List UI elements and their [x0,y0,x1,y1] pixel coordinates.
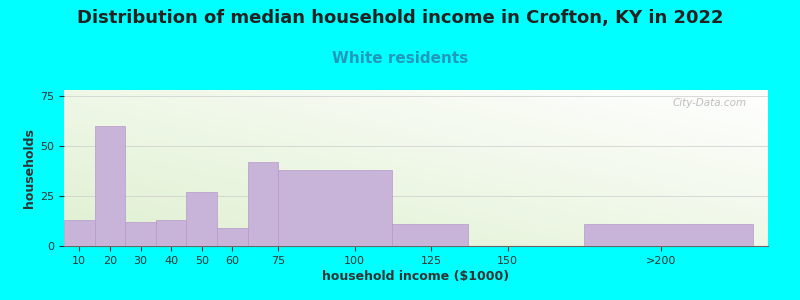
Bar [126,222,156,246]
Y-axis label: households: households [23,128,36,208]
Bar [64,220,94,246]
Text: City-Data.com: City-Data.com [673,98,747,108]
Bar [156,220,186,246]
Bar [186,192,217,246]
Bar [94,126,126,246]
Text: Distribution of median household income in Crofton, KY in 2022: Distribution of median household income … [77,9,723,27]
Bar [248,162,278,246]
Bar [217,228,248,246]
Bar [278,170,391,246]
Text: White residents: White residents [332,51,468,66]
Bar [584,224,753,246]
Bar [391,224,468,246]
X-axis label: household income ($1000): household income ($1000) [322,270,510,283]
